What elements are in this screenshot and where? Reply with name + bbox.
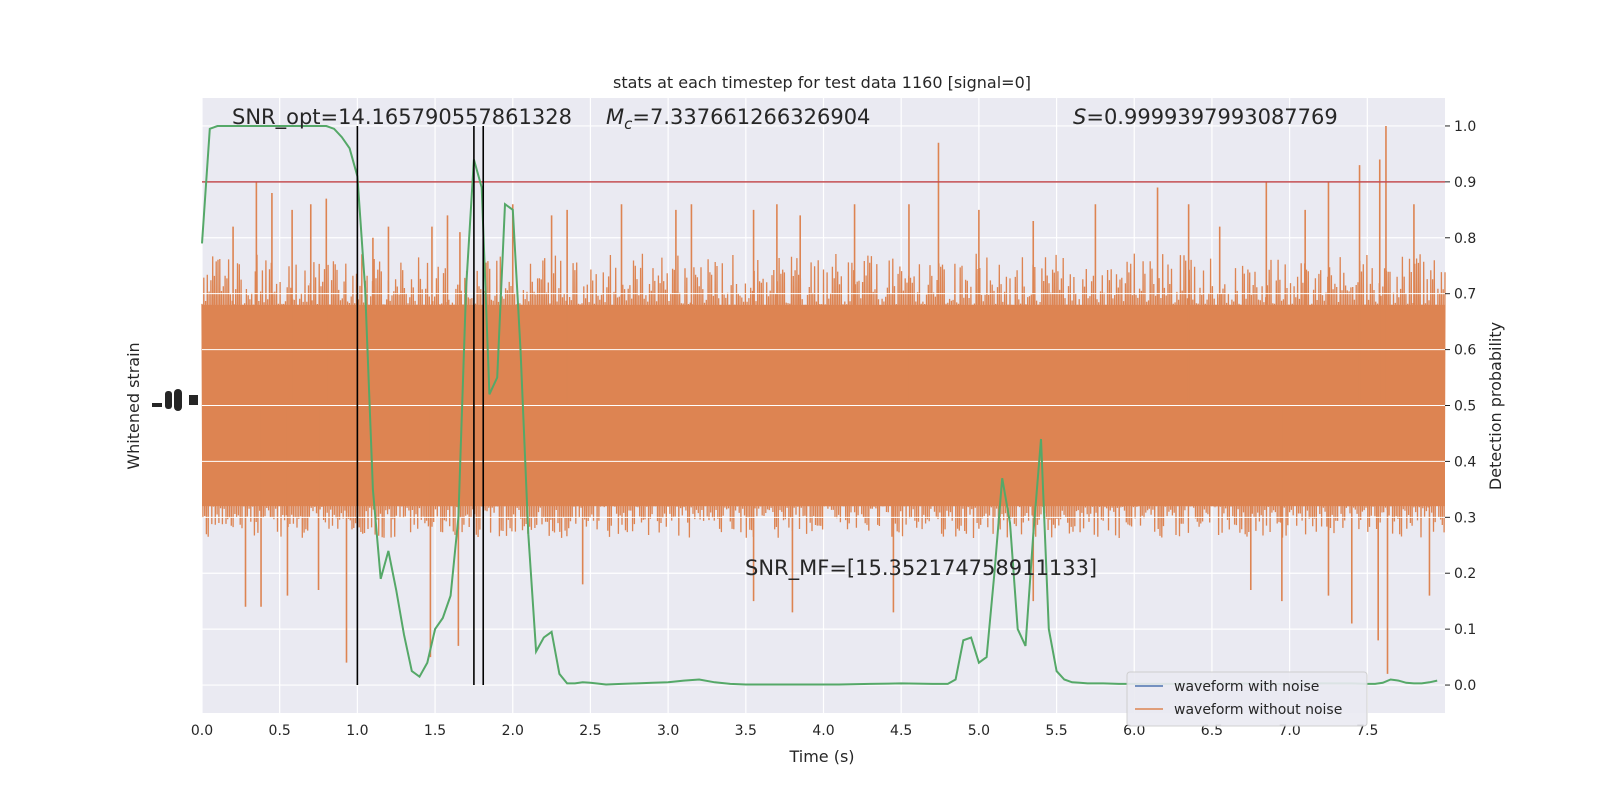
snr-mf-annotation: SNR_MF=[15.352174758911133] bbox=[745, 556, 1097, 581]
y-tick-label: 0.9 bbox=[1454, 175, 1476, 191]
x-tick-label: 7.0 bbox=[1278, 723, 1300, 739]
legend-box bbox=[1126, 671, 1368, 727]
x-tick-label: 5.5 bbox=[1045, 723, 1067, 739]
y-tick-label: 0.6 bbox=[1454, 343, 1476, 359]
chart-title: stats at each timestep for test data 116… bbox=[613, 73, 1031, 92]
x-tick-label: 0.5 bbox=[269, 723, 291, 739]
y-tick-label: 0.7 bbox=[1454, 287, 1476, 303]
legend-label-with-noise: waveform with noise bbox=[1174, 679, 1319, 695]
y-axis-right-label: Detection probability bbox=[1486, 322, 1505, 490]
x-axis-ticks: 0.0 0.5 1.0 1.5 2.0 2.5 3.0 3.5 4.0 4.5 5.0 5.5 6.0 6… bbox=[191, 723, 1379, 739]
x-tick-label: 1.5 bbox=[424, 723, 446, 739]
x-tick-label: 5.0 bbox=[968, 723, 990, 739]
x-tick-label: 3.5 bbox=[735, 723, 757, 739]
x-tick-label: 6.0 bbox=[1123, 723, 1145, 739]
x-tick-label: 2.0 bbox=[502, 723, 524, 739]
left-tick-glyph bbox=[152, 403, 162, 407]
x-tick-label: 4.5 bbox=[890, 723, 912, 739]
left-tick-glyph bbox=[189, 395, 198, 405]
y-tick-label: 0.5 bbox=[1454, 399, 1476, 415]
left-tick-glyph bbox=[174, 389, 182, 411]
x-tick-label: 1.0 bbox=[346, 723, 368, 739]
x-tick-label: 6.5 bbox=[1201, 723, 1223, 739]
y-tick-label: 0.0 bbox=[1454, 678, 1476, 694]
legend: waveform with noise waveform without noi… bbox=[1126, 671, 1368, 727]
y-tick-label: 0.1 bbox=[1454, 622, 1476, 638]
y-tick-label: 0.4 bbox=[1454, 454, 1476, 470]
legend-label-without-noise: waveform without noise bbox=[1174, 702, 1342, 718]
strain-series bbox=[201, 125, 1446, 674]
x-tick-label: 2.5 bbox=[579, 723, 601, 739]
x-tick-label: 4.0 bbox=[812, 723, 834, 739]
left-axis-tick-clutter bbox=[152, 389, 198, 411]
s-annotation: S=0.9999397993087769 bbox=[1073, 105, 1338, 129]
event-markers bbox=[356, 125, 485, 686]
y-axis-left-label: Whitened strain bbox=[124, 342, 143, 469]
x-axis-label: Time (s) bbox=[788, 747, 854, 766]
x-tick-label: 0.0 bbox=[191, 723, 213, 739]
y-axis-right-ticks: 0.0 0.1 0.2 0.3 0.4 0.5 0.6 0.7 0.8 0.9 1.0 bbox=[1445, 119, 1476, 694]
chirp-mass-annotation: Mc=7.337661266326904 bbox=[606, 105, 870, 133]
snr-opt-annotation: SNR_opt=14.165790557861328 bbox=[232, 105, 572, 130]
left-tick-glyph bbox=[165, 391, 172, 409]
plot-area bbox=[201, 98, 1446, 713]
x-tick-label: 7.5 bbox=[1356, 723, 1378, 739]
y-tick-label: 0.3 bbox=[1454, 510, 1476, 526]
y-tick-label: 0.8 bbox=[1454, 231, 1476, 247]
x-tick-label: 3.0 bbox=[657, 723, 679, 739]
y-tick-label: 1.0 bbox=[1454, 119, 1476, 135]
y-tick-label: 0.2 bbox=[1454, 566, 1476, 582]
